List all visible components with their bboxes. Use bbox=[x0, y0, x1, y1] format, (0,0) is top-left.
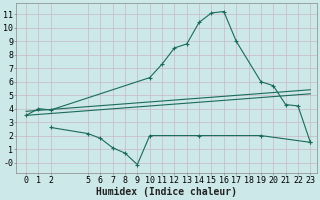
X-axis label: Humidex (Indice chaleur): Humidex (Indice chaleur) bbox=[96, 186, 237, 197]
